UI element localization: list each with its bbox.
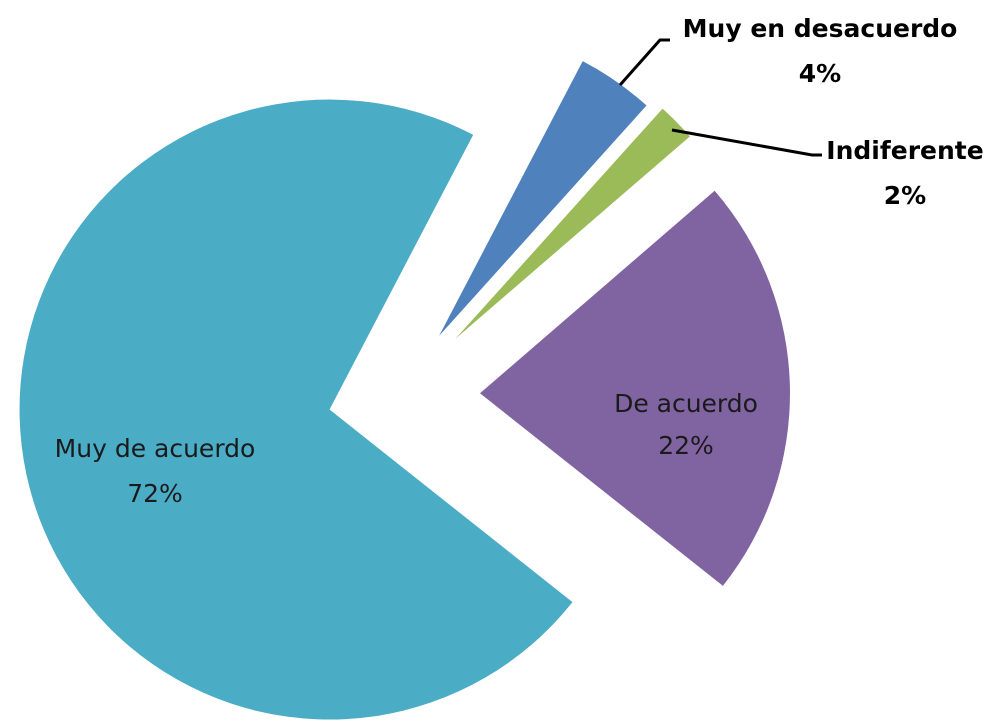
slice-value-label: 22% xyxy=(658,431,714,460)
pie-slice xyxy=(479,190,790,586)
slice-value-label: 72% xyxy=(127,479,183,508)
leader-line xyxy=(671,128,822,157)
pie-slice xyxy=(439,61,647,336)
pie-slice xyxy=(19,99,573,720)
slice-label: Muy de acuerdo xyxy=(55,434,256,463)
pie-slice xyxy=(455,108,690,340)
slice-label: Indiferente xyxy=(826,136,983,165)
slice-value-label: 4% xyxy=(799,59,841,88)
slice-label: De acuerdo xyxy=(614,389,758,418)
slice-value-label: 2% xyxy=(884,181,926,210)
leader-line xyxy=(618,38,670,86)
slice-label: Muy en desacuerdo xyxy=(683,14,958,43)
